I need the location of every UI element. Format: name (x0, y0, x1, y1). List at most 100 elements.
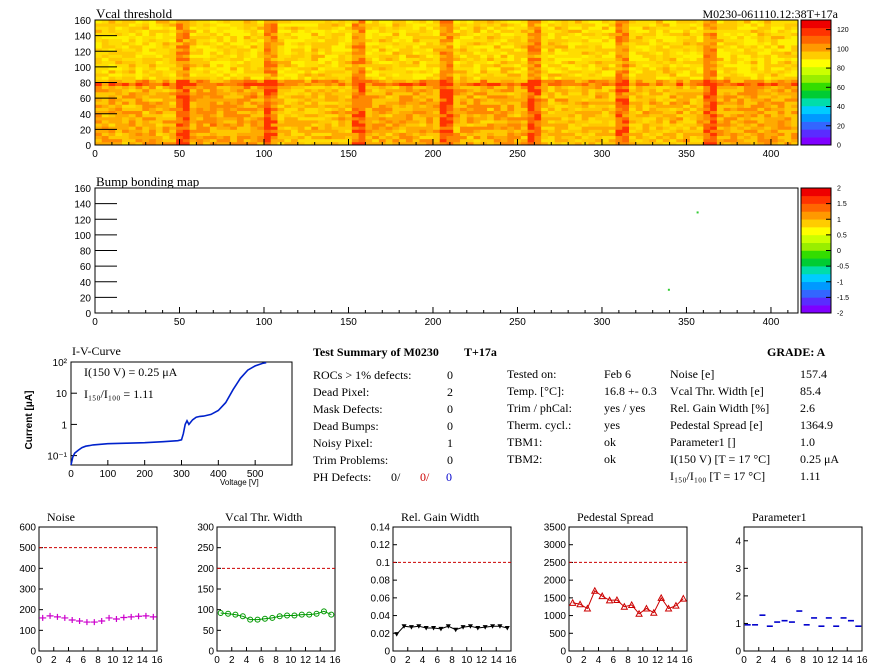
heatmap-cell (236, 120, 245, 124)
heatmap-cell (480, 63, 488, 68)
heatmap-cell (750, 113, 758, 118)
heatmap-cell (608, 29, 616, 33)
heatmap-cell (419, 98, 427, 102)
heatmap-cell (203, 123, 211, 127)
heatmap-cell (534, 51, 542, 55)
heatmap-cell (115, 126, 123, 130)
heatmap-cell (169, 85, 177, 90)
data-point (423, 625, 429, 631)
heatmap-cell (196, 54, 204, 58)
heatmap-cell (723, 73, 731, 77)
heatmap-cell (432, 20, 441, 24)
heatmap-cell (500, 23, 508, 27)
heatmap-cell (750, 41, 758, 46)
heatmap-cell (351, 141, 360, 146)
heatmap-cell (176, 73, 184, 77)
heatmap-cell (297, 88, 305, 93)
heatmap-cell (541, 38, 549, 43)
heatmap-cell (710, 57, 718, 62)
heatmap-cell (460, 110, 468, 115)
heatmap-cell (608, 63, 616, 68)
heatmap-cell (588, 95, 596, 99)
heatmap-cell (365, 38, 373, 43)
heatmap-cell (770, 70, 779, 74)
heatmap-cell (453, 82, 461, 87)
heatmap-cell (128, 51, 136, 55)
heatmap-cell (149, 110, 157, 115)
heatmap-cell (574, 66, 583, 71)
heatmap-cell (574, 35, 583, 40)
heatmap-cell (480, 41, 488, 46)
heatmap-cell (466, 104, 474, 108)
heatmap-cell (318, 120, 326, 124)
heatmap-cell (297, 113, 305, 118)
heatmap-cell (581, 26, 589, 30)
heatmap-cell (318, 29, 326, 33)
heatmap-cell (662, 104, 670, 108)
heatmap-cell (115, 116, 123, 121)
heatmap-cell (669, 57, 677, 62)
heatmap-cell (284, 76, 292, 80)
heatmap-cell (460, 29, 468, 33)
heatmap-cell (656, 51, 664, 55)
heatmap-cell (115, 48, 123, 52)
heatmap-cell (473, 38, 481, 43)
heatmap-cell (581, 132, 589, 137)
heatmap-cell (372, 132, 380, 137)
heatmap-cell (743, 79, 752, 83)
heatmap-cell (378, 73, 387, 77)
heatmap-cell (365, 41, 373, 46)
heatmap-cell (547, 85, 556, 90)
heatmap-cell (101, 82, 109, 87)
heatmap-cell (257, 141, 265, 146)
heatmap-cell (588, 116, 596, 121)
heatmap-cell (743, 63, 752, 68)
heatmap-cell (534, 98, 542, 102)
heatmap-cell (784, 138, 792, 143)
heatmap-cell (122, 29, 130, 33)
heatmap-cell (115, 88, 123, 93)
heatmap-cell (541, 113, 549, 118)
heatmap-cell (378, 35, 387, 40)
heatmap-cell (419, 123, 427, 127)
heatmap-cell (723, 91, 731, 96)
heatmap-cell (385, 135, 393, 140)
heatmap-cell (155, 126, 163, 130)
heatmap-cell (115, 66, 123, 71)
heatmap-cell (487, 141, 495, 146)
heatmap-cell (608, 101, 616, 105)
heatmap-cell (757, 54, 765, 58)
heatmap-cell (730, 113, 738, 118)
palette-tick-label: 0 (837, 143, 841, 150)
palette-band (801, 59, 831, 68)
heatmap-cell (514, 29, 522, 33)
heatmap-cell (182, 116, 191, 121)
heatmap-cell (446, 29, 454, 33)
heatmap-cell (750, 135, 758, 140)
heatmap-cell (656, 57, 664, 62)
heatmap-cell (372, 79, 380, 83)
heatmap-cell (412, 85, 420, 90)
heatmap-cell (250, 38, 258, 43)
heatmap-cell (487, 91, 495, 96)
y-tick-label: 500 (19, 543, 36, 554)
heatmap-cell (277, 79, 285, 83)
heatmap-cell (277, 41, 285, 46)
heatmap-cell (473, 70, 481, 74)
heatmap-cell (405, 98, 414, 102)
heatmap-cell (696, 135, 704, 140)
grade: GRADE: A (767, 345, 826, 359)
heatmap-cell (243, 132, 251, 137)
heatmap-cell (507, 48, 515, 52)
heatmap-cell (473, 104, 481, 108)
data-point (68, 617, 76, 623)
y-tick-label: 80 (80, 247, 92, 258)
heatmap-cell (642, 29, 650, 33)
heatmap-cell (378, 132, 387, 137)
heatmap-cell (608, 79, 616, 83)
heatmap-cell (378, 129, 387, 133)
heatmap-cell (683, 126, 691, 130)
heatmap-cell (554, 66, 562, 71)
heatmap-cell (399, 54, 407, 58)
heatmap-cell (554, 35, 562, 40)
